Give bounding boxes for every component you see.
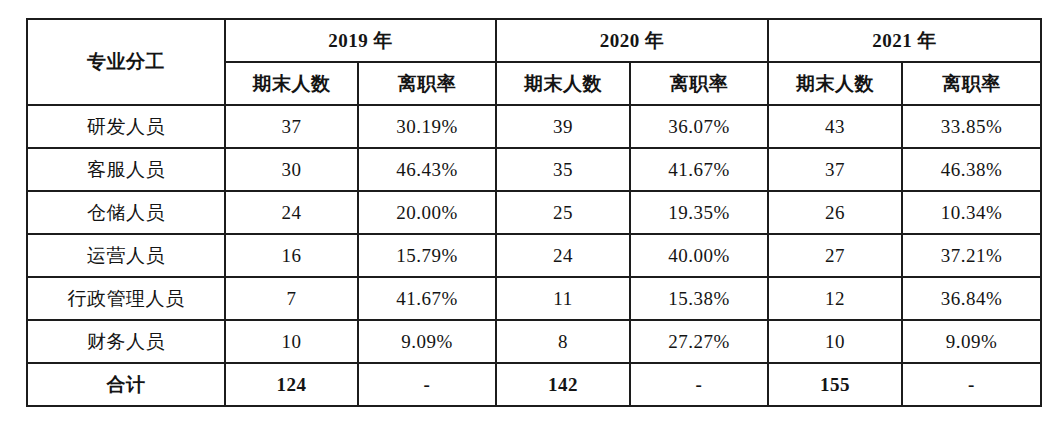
table-row: 研发人员 37 30.19% 39 36.07% 43 33.85% xyxy=(27,105,1041,148)
row-label: 研发人员 xyxy=(27,105,225,148)
cell-value: 15.79% xyxy=(358,234,496,277)
cell-value: 15.38% xyxy=(630,277,768,320)
subheader-attrition-2021: 离职率 xyxy=(902,62,1041,105)
cell-value: 36.07% xyxy=(630,105,768,148)
cell-value: 39 xyxy=(496,105,630,148)
year-header-2020: 2020 年 xyxy=(496,19,768,62)
cell-value: 46.38% xyxy=(902,148,1041,191)
cell-value: 9.09% xyxy=(358,320,496,363)
cell-value: 26 xyxy=(768,191,902,234)
cell-value: 24 xyxy=(225,191,358,234)
cell-value: 9.09% xyxy=(902,320,1041,363)
total-row: 合计 124 - 142 - 155 - xyxy=(27,363,1041,406)
cell-value: 37 xyxy=(225,105,358,148)
subheader-headcount-2021: 期末人数 xyxy=(768,62,902,105)
total-cell-value: 124 xyxy=(225,363,358,406)
cell-value: 27 xyxy=(768,234,902,277)
row-label: 运营人员 xyxy=(27,234,225,277)
cell-value: 12 xyxy=(768,277,902,320)
cell-value: 35 xyxy=(496,148,630,191)
table-row: 运营人员 16 15.79% 24 40.00% 27 37.21% xyxy=(27,234,1041,277)
total-cell-value: 142 xyxy=(496,363,630,406)
total-cell-value: 155 xyxy=(768,363,902,406)
cell-value: 11 xyxy=(496,277,630,320)
cell-value: 36.84% xyxy=(902,277,1041,320)
subheader-attrition-2020: 离职率 xyxy=(630,62,768,105)
cell-value: 41.67% xyxy=(358,277,496,320)
cell-value: 10.34% xyxy=(902,191,1041,234)
table-row: 仓储人员 24 20.00% 25 19.35% 26 10.34% xyxy=(27,191,1041,234)
cell-value: 43 xyxy=(768,105,902,148)
cell-value: 40.00% xyxy=(630,234,768,277)
cell-value: 37 xyxy=(768,148,902,191)
year-header-2021: 2021 年 xyxy=(768,19,1041,62)
total-cell-value: - xyxy=(902,363,1041,406)
cell-value: 24 xyxy=(496,234,630,277)
header-row-years: 专业分工 2019 年 2020 年 2021 年 xyxy=(27,19,1041,62)
year-header-2019: 2019 年 xyxy=(225,19,496,62)
cell-value: 46.43% xyxy=(358,148,496,191)
cell-value: 25 xyxy=(496,191,630,234)
cell-value: 37.21% xyxy=(902,234,1041,277)
cell-value: 7 xyxy=(225,277,358,320)
subheader-headcount-2020: 期末人数 xyxy=(496,62,630,105)
cell-value: 20.00% xyxy=(358,191,496,234)
total-row-label: 合计 xyxy=(27,363,225,406)
subheader-attrition-2019: 离职率 xyxy=(358,62,496,105)
cell-value: 10 xyxy=(225,320,358,363)
row-label: 仓储人员 xyxy=(27,191,225,234)
subheader-headcount-2019: 期末人数 xyxy=(225,62,358,105)
cell-value: 27.27% xyxy=(630,320,768,363)
cell-value: 19.35% xyxy=(630,191,768,234)
cell-value: 30 xyxy=(225,148,358,191)
cell-value: 10 xyxy=(768,320,902,363)
document-page: 专业分工 2019 年 2020 年 2021 年 期末人数 离职率 期末人数 … xyxy=(0,0,1064,432)
row-label: 财务人员 xyxy=(27,320,225,363)
corner-header: 专业分工 xyxy=(27,19,225,105)
total-cell-value: - xyxy=(358,363,496,406)
row-label: 客服人员 xyxy=(27,148,225,191)
row-label: 行政管理人员 xyxy=(27,277,225,320)
table-row: 行政管理人员 7 41.67% 11 15.38% 12 36.84% xyxy=(27,277,1041,320)
table-row: 财务人员 10 9.09% 8 27.27% 10 9.09% xyxy=(27,320,1041,363)
cell-value: 8 xyxy=(496,320,630,363)
cell-value: 33.85% xyxy=(902,105,1041,148)
cell-value: 16 xyxy=(225,234,358,277)
table-row: 客服人员 30 46.43% 35 41.67% 37 46.38% xyxy=(27,148,1041,191)
cell-value: 41.67% xyxy=(630,148,768,191)
staff-attrition-table: 专业分工 2019 年 2020 年 2021 年 期末人数 离职率 期末人数 … xyxy=(26,18,1042,407)
cell-value: 30.19% xyxy=(358,105,496,148)
total-cell-value: - xyxy=(630,363,768,406)
